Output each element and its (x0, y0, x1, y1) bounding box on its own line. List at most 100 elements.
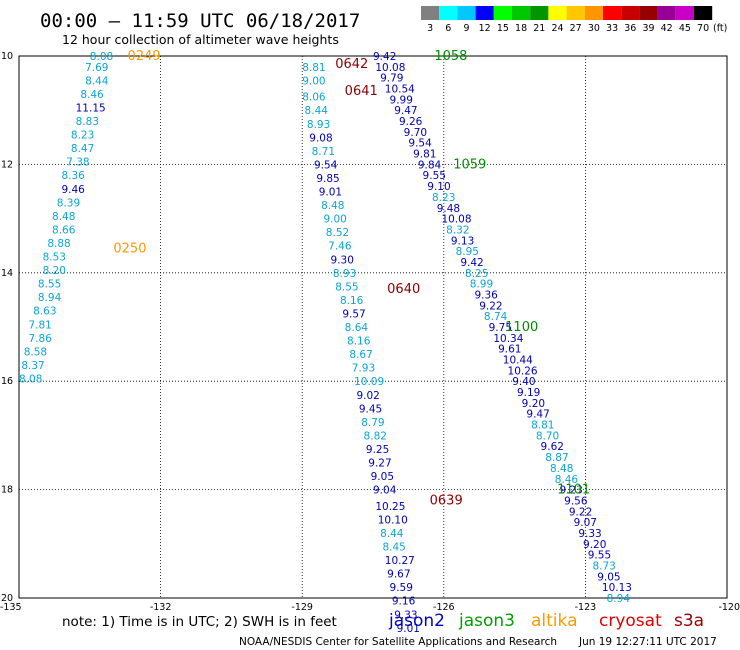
wave-height-value: 9.05 (597, 571, 620, 583)
wave-height-value: 8.66 (52, 224, 76, 236)
footer-timestamp: Jun 19 12:27:11 UTC 2017 (578, 636, 717, 648)
wave-height-value: 8.16 (340, 295, 364, 307)
wave-height-value: 9.01 (319, 187, 342, 199)
wave-height-value: 8.47 (71, 143, 94, 155)
track-time-label: 0641 (345, 84, 378, 99)
wave-height-value: 8.63 (33, 306, 56, 318)
colorbar-label: 6 (445, 23, 451, 34)
wave-height-value: 8.53 (43, 252, 66, 264)
wave-height-value: 8.08 (90, 51, 113, 63)
wave-height-value: 10.10 (378, 514, 408, 526)
satellite-legend: jason2 jason3 altika cryosat s3a (388, 611, 704, 631)
wave-height-value: 10.27 (385, 555, 415, 567)
wave-height-value: 9.57 (342, 308, 365, 320)
wave-height-value: 8.58 (24, 346, 47, 358)
wave-height-value: 9.55 (588, 550, 611, 562)
wave-height-value: 8.48 (321, 200, 344, 212)
chart-subtitle: 12 hour collection of altimeter wave hei… (62, 32, 339, 47)
wave-height-value: 9.22 (569, 506, 592, 518)
wave-height-value: 9.19 (517, 387, 540, 399)
y-tick-label: 20 (1, 593, 13, 604)
track-s3a: 8.819.008.068.448.939.088.719.549.859.01… (302, 57, 463, 635)
wave-height-value: 8.45 (382, 542, 405, 554)
colorbar-swatch (675, 6, 694, 20)
satellite-legend-altika: altika (531, 611, 578, 631)
wave-height-value: 8.64 (345, 322, 369, 334)
wave-height-value: 9.42 (460, 257, 483, 269)
wave-height-value: 8.16 (347, 336, 371, 348)
track-time-label: 0639 (430, 493, 463, 508)
plot-frame (18, 55, 728, 599)
wave-height-value: 9.45 (359, 403, 382, 415)
colorbar-label: 70 (697, 23, 709, 34)
wave-height-value: 8.23 (71, 130, 94, 142)
plot-area: -135 -132 -129 -126 -123 -120 10 12 14 16 18 20 8.… (0, 49, 740, 635)
wave-height-value: 8.46 (80, 89, 104, 101)
wave-height-value: 8.23 (432, 192, 455, 204)
wave-height-value: 8.93 (333, 268, 356, 280)
satellite-legend-jason2: jason2 (388, 611, 445, 631)
y-tick-labels: 10 12 14 16 18 20 (1, 51, 13, 604)
wave-height-value: 8.70 (536, 430, 559, 442)
wave-height-value: 8.67 (349, 349, 372, 361)
wave-height-value: 8.94 (607, 593, 631, 605)
wave-height-value: 7.38 (66, 157, 89, 169)
wave-height-value: 8.52 (326, 227, 349, 239)
colorbar-label: 30 (588, 23, 600, 34)
wave-height-value: 9.42 (373, 51, 396, 63)
wave-height-value: 9.84 (418, 159, 442, 171)
track-time-label: 1058 (434, 49, 467, 64)
wave-height-value: 9.59 (390, 582, 413, 594)
colorbar-unit: (ft) (713, 23, 727, 34)
wave-height-value: 9.46 (61, 184, 85, 196)
x-tick-label: -129 (291, 602, 313, 613)
chart-title: 00:00 – 11:59 UTC 06/18/2017 (40, 10, 360, 32)
colorbar-label: 45 (679, 23, 691, 34)
wave-height-value: 8.32 (446, 224, 469, 236)
wave-height-value: 8.44 (380, 528, 404, 540)
wave-height-value: 8.55 (38, 279, 61, 291)
wave-height-value: 9.62 (541, 441, 564, 453)
wave-height-value: 8.83 (76, 116, 99, 128)
wave-height-value: 9.55 (423, 170, 446, 182)
wave-height-value: 9.30 (331, 254, 354, 266)
wave-height-value: 9.47 (394, 105, 417, 117)
wave-height-value: 8.20 (43, 265, 66, 277)
wave-height-value: 9.54 (314, 159, 338, 171)
wave-height-value: 10.44 (503, 355, 533, 367)
wave-height-value: 8.25 (465, 268, 488, 280)
wave-height-value: 7.46 (328, 241, 352, 253)
wave-height-value: 9.22 (479, 300, 502, 312)
wave-height-value: 9.99 (390, 94, 413, 106)
colorbar-label: 33 (606, 23, 618, 34)
wave-height-value: 8.87 (545, 452, 568, 464)
wave-height-value: 9.85 (316, 173, 339, 185)
satellite-legend-jason3: jason3 (458, 611, 515, 631)
wave-height-value: 9.56 (564, 495, 588, 507)
wave-height-value: 8.44 (85, 75, 109, 87)
wave-height-value: 9.00 (323, 214, 346, 226)
colorbar-swatch (439, 6, 458, 20)
wave-height-value: 9.48 (437, 203, 460, 215)
wave-height-value: 8.48 (52, 211, 75, 223)
y-tick-label: 16 (1, 376, 13, 387)
x-tick-label: -126 (433, 602, 455, 613)
wave-height-value: 8.06 (302, 92, 326, 104)
track-time-label: 1101 (557, 483, 590, 498)
wave-height-value: 8.94 (38, 292, 62, 304)
wave-height-value: 8.74 (484, 311, 508, 323)
wave-height-value: 9.47 (526, 409, 549, 421)
x-tick-labels: -135 -132 -129 -126 -123 -120 (0, 602, 740, 613)
wave-height-value: 8.48 (550, 463, 573, 475)
colorbar-swatch (657, 6, 676, 20)
wave-height-value: 9.02 (356, 390, 379, 402)
footer-source: NOAA/NESDIS Center for Satellite Applica… (239, 636, 557, 648)
wave-height-value: 8.46 (555, 474, 579, 486)
track-time-label: 1059 (453, 157, 486, 172)
wave-height-value: 9.07 (574, 517, 597, 529)
colorbar-label: 9 (463, 23, 469, 34)
colorbar-swatch (584, 6, 603, 20)
track-time-label: 0249 (128, 49, 161, 64)
wave-height-value: 9.36 (474, 289, 498, 301)
